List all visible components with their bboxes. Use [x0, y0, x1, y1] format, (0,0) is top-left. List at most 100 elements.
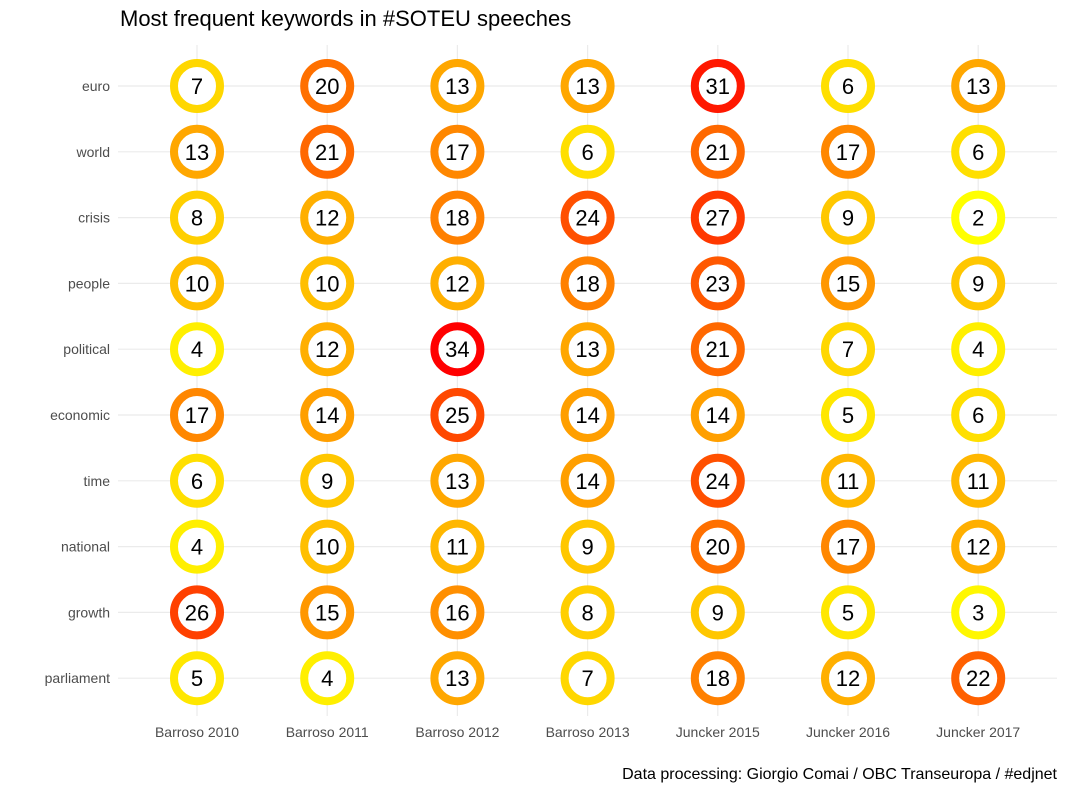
data-ring [951, 124, 1006, 179]
data-ring [300, 388, 355, 442]
data-label: 13 [445, 74, 469, 99]
data-ring [430, 190, 485, 245]
data-ring [951, 59, 1006, 113]
data-label: 10 [315, 535, 339, 560]
data-label: 6 [842, 74, 854, 99]
x-tick-label: Barroso 2010 [155, 724, 239, 740]
data-label: 9 [581, 535, 593, 560]
data-label: 13 [575, 337, 599, 362]
data-ring [300, 322, 355, 377]
data-ring [821, 190, 875, 245]
data-label: 34 [445, 337, 469, 362]
data-label: 11 [837, 469, 860, 494]
data-label: 25 [445, 403, 469, 428]
data-ring [300, 519, 355, 574]
data-label: 11 [446, 535, 469, 560]
data-ring [170, 256, 224, 311]
data-label: 24 [575, 206, 599, 231]
data-ring [430, 585, 485, 640]
data-label: 13 [185, 140, 209, 165]
data-label: 17 [836, 535, 860, 560]
x-tick-label: Barroso 2011 [286, 724, 369, 740]
data-ring [560, 190, 615, 245]
data-ring [170, 519, 224, 574]
data-label: 17 [185, 403, 209, 428]
data-ring [430, 59, 485, 113]
data-label: 14 [706, 403, 730, 428]
data-label: 9 [842, 206, 854, 231]
data-ring [951, 651, 1006, 706]
data-ring [690, 59, 745, 113]
data-ring [690, 453, 745, 508]
data-label: 3 [972, 600, 984, 625]
data-ring [560, 322, 615, 377]
data-ring [430, 388, 485, 442]
data-label: 12 [315, 337, 339, 362]
data-label: 11 [967, 469, 990, 494]
y-tick-label: growth [68, 604, 110, 620]
data-label: 14 [575, 403, 599, 428]
data-label: 16 [445, 600, 469, 625]
data-label: 20 [706, 535, 730, 560]
data-label: 13 [445, 469, 469, 494]
data-label: 9 [972, 271, 984, 296]
data-label: 9 [321, 469, 333, 494]
chart-title: Most frequent keywords in #SOTEU speeche… [120, 6, 572, 31]
data-ring [951, 388, 1006, 442]
data-label: 4 [321, 666, 333, 691]
data-label: 7 [581, 666, 593, 691]
data-label: 17 [445, 140, 469, 165]
data-label: 26 [185, 600, 209, 625]
data-ring [560, 388, 615, 442]
data-ring [821, 388, 875, 442]
y-tick-label: parliament [45, 670, 110, 686]
data-ring [690, 190, 745, 245]
data-ring [560, 519, 615, 574]
data-ring [951, 190, 1006, 245]
data-label: 4 [972, 337, 984, 362]
data-label: 14 [315, 403, 339, 428]
data-ring [560, 59, 615, 113]
data-ring [170, 388, 224, 442]
data-ring [821, 59, 875, 113]
data-label: 27 [706, 206, 730, 231]
data-ring [951, 256, 1006, 311]
data-ring [821, 124, 875, 179]
data-ring [560, 585, 615, 640]
y-tick-label: national [61, 539, 110, 555]
data-label: 17 [836, 140, 860, 165]
data-ring [300, 453, 355, 508]
data-ring [690, 388, 745, 442]
x-tick-label: Juncker 2016 [806, 724, 890, 740]
data-ring [170, 59, 224, 113]
y-tick-label: people [68, 275, 110, 291]
data-ring [951, 519, 1006, 574]
data-label: 6 [191, 469, 203, 494]
data-ring [170, 322, 224, 377]
data-ring [821, 322, 875, 377]
data-ring [170, 124, 224, 179]
data-ring [300, 585, 355, 640]
data-label: 5 [191, 666, 203, 691]
data-ring [690, 124, 745, 179]
data-ring [430, 651, 485, 706]
data-ring [821, 453, 875, 508]
data-ring [821, 651, 875, 706]
x-tick-label: Juncker 2017 [936, 724, 1020, 740]
data-label: 22 [966, 666, 990, 691]
data-ring [430, 519, 485, 574]
data-ring [690, 322, 745, 377]
y-tick-label: world [76, 144, 110, 160]
data-label: 6 [972, 403, 984, 428]
data-label: 31 [706, 74, 730, 99]
y-tick-label: political [63, 341, 110, 357]
data-label: 21 [706, 140, 730, 165]
data-label: 15 [836, 271, 860, 296]
y-tick-label: euro [82, 78, 110, 94]
data-label: 23 [706, 271, 730, 296]
data-ring [690, 256, 745, 311]
data-ring [821, 519, 875, 574]
data-ring [430, 256, 485, 311]
data-label: 4 [191, 337, 203, 362]
